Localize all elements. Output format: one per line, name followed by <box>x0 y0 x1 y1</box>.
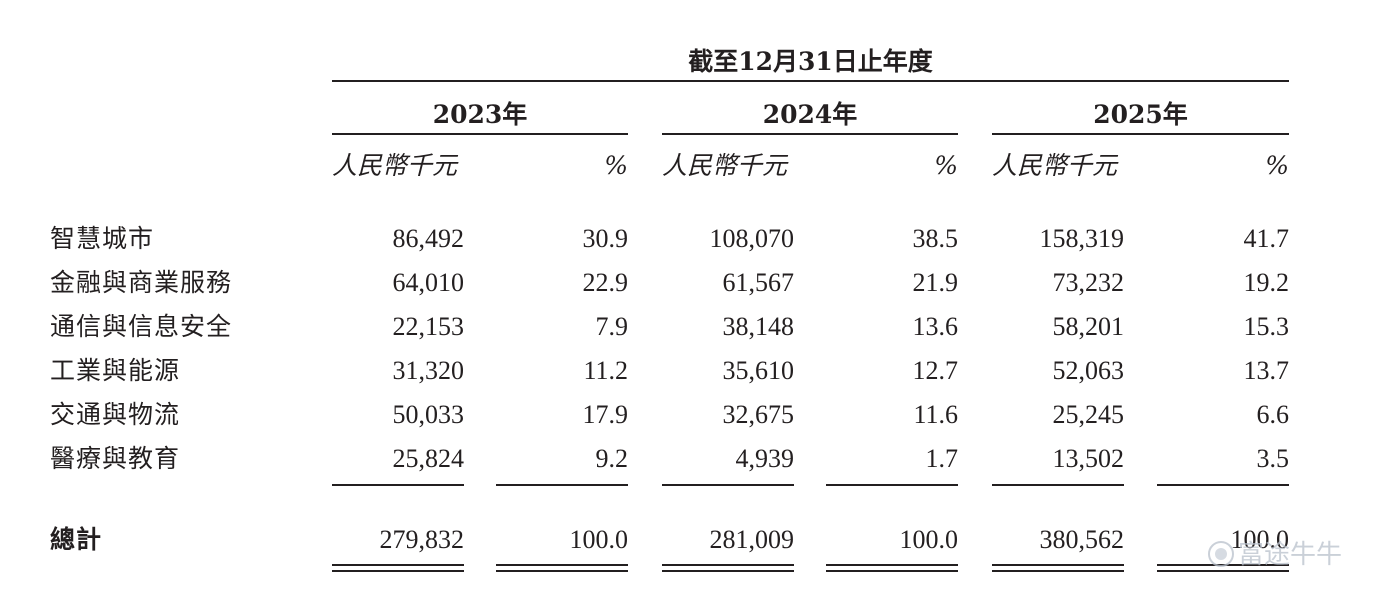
pct-2025: 19.2 <box>1243 268 1290 297</box>
pct-2024: 38.5 <box>912 224 959 253</box>
total-double-rule <box>496 564 628 572</box>
amount-2024: 32,675 <box>722 400 795 429</box>
amount-2025: 58,201 <box>1052 312 1125 341</box>
period-rule <box>332 80 1289 82</box>
year-header-2025: 2025年 <box>1093 100 1188 129</box>
period-header: 截至12月31日止年度 <box>688 47 933 76</box>
futu-logo-icon <box>1208 541 1234 567</box>
pct-2024: 13.6 <box>912 312 959 341</box>
row-label: 智慧城市 <box>50 224 155 253</box>
pct-2025: 6.6 <box>1256 400 1290 429</box>
amount-2023: 50,033 <box>392 400 465 429</box>
amount-2025: 158,319 <box>1039 224 1125 253</box>
total-double-rule <box>826 564 958 572</box>
amount-2023: 64,010 <box>392 268 465 297</box>
year-rule-2025 <box>992 133 1289 135</box>
total-double-rule <box>662 564 794 572</box>
unit-amount-2024: 人民幣千元 <box>662 151 788 180</box>
row-label: 交通與物流 <box>50 400 181 429</box>
year-header-2024: 2024年 <box>762 100 858 129</box>
total-amount-2024: 281,009 <box>709 525 795 554</box>
amount-2025: 13,502 <box>1052 444 1125 473</box>
year-rule-2023 <box>332 133 628 135</box>
row-label: 金融與商業服務 <box>50 268 233 297</box>
amount-2023: 25,824 <box>392 444 465 473</box>
watermark: 富途牛牛 <box>1208 540 1342 570</box>
pct-2023: 22.9 <box>582 268 629 297</box>
total-double-rule <box>992 564 1124 572</box>
pct-2023: 17.9 <box>582 400 629 429</box>
watermark-text: 富途牛牛 <box>1238 540 1343 570</box>
row-label: 工業與能源 <box>50 356 181 385</box>
total-pct-2023: 100.0 <box>569 525 629 554</box>
pct-2023: 7.9 <box>595 312 629 341</box>
total-pct-2024: 100.0 <box>899 525 959 554</box>
unit-pct-2024: % <box>934 151 958 180</box>
pct-2025: 41.7 <box>1243 224 1290 253</box>
amount-2023: 22,153 <box>392 312 465 341</box>
total-amount-2025: 380,562 <box>1039 525 1125 554</box>
amount-2025: 25,245 <box>1052 400 1125 429</box>
amount-2025: 52,063 <box>1052 356 1125 385</box>
pct-2024: 1.7 <box>925 444 959 473</box>
pct-2024: 11.6 <box>913 400 958 429</box>
pct-2025: 3.5 <box>1256 444 1290 473</box>
pct-2023: 9.2 <box>595 444 629 473</box>
subtotal-rule <box>992 484 1124 486</box>
pct-2024: 21.9 <box>912 268 959 297</box>
total-double-rule <box>332 564 464 572</box>
subtotal-rule <box>826 484 958 486</box>
subtotal-rule <box>662 484 794 486</box>
row-label: 醫療與教育 <box>50 444 181 473</box>
unit-pct-2025: % <box>1265 151 1289 180</box>
subtotal-rule <box>496 484 628 486</box>
amount-2024: 35,610 <box>722 356 795 385</box>
unit-pct-2023: % <box>604 151 628 180</box>
year-rule-2024 <box>662 133 958 135</box>
amount-2023: 86,492 <box>392 224 465 253</box>
amount-2024: 108,070 <box>709 224 795 253</box>
amount-2024: 61,567 <box>722 268 795 297</box>
unit-amount-2025: 人民幣千元 <box>992 151 1118 180</box>
subtotal-rule <box>332 484 464 486</box>
amount-2023: 31,320 <box>392 356 465 385</box>
subtotal-rule <box>1157 484 1289 486</box>
total-amount-2023: 279,832 <box>379 525 465 554</box>
amount-2024: 4,939 <box>735 444 795 473</box>
amount-2025: 73,232 <box>1052 268 1125 297</box>
pct-2023: 11.2 <box>583 356 628 385</box>
pct-2025: 15.3 <box>1243 312 1290 341</box>
amount-2024: 38,148 <box>722 312 795 341</box>
pct-2023: 30.9 <box>582 224 629 253</box>
pct-2025: 13.7 <box>1243 356 1290 385</box>
total-pct-2025: 100.0 <box>1230 525 1290 554</box>
pct-2024: 12.7 <box>912 356 959 385</box>
year-header-2023: 2023年 <box>432 100 528 129</box>
unit-amount-2023: 人民幣千元 <box>332 151 458 180</box>
total-label: 總計 <box>50 525 103 554</box>
row-label: 通信與信息安全 <box>50 312 233 341</box>
